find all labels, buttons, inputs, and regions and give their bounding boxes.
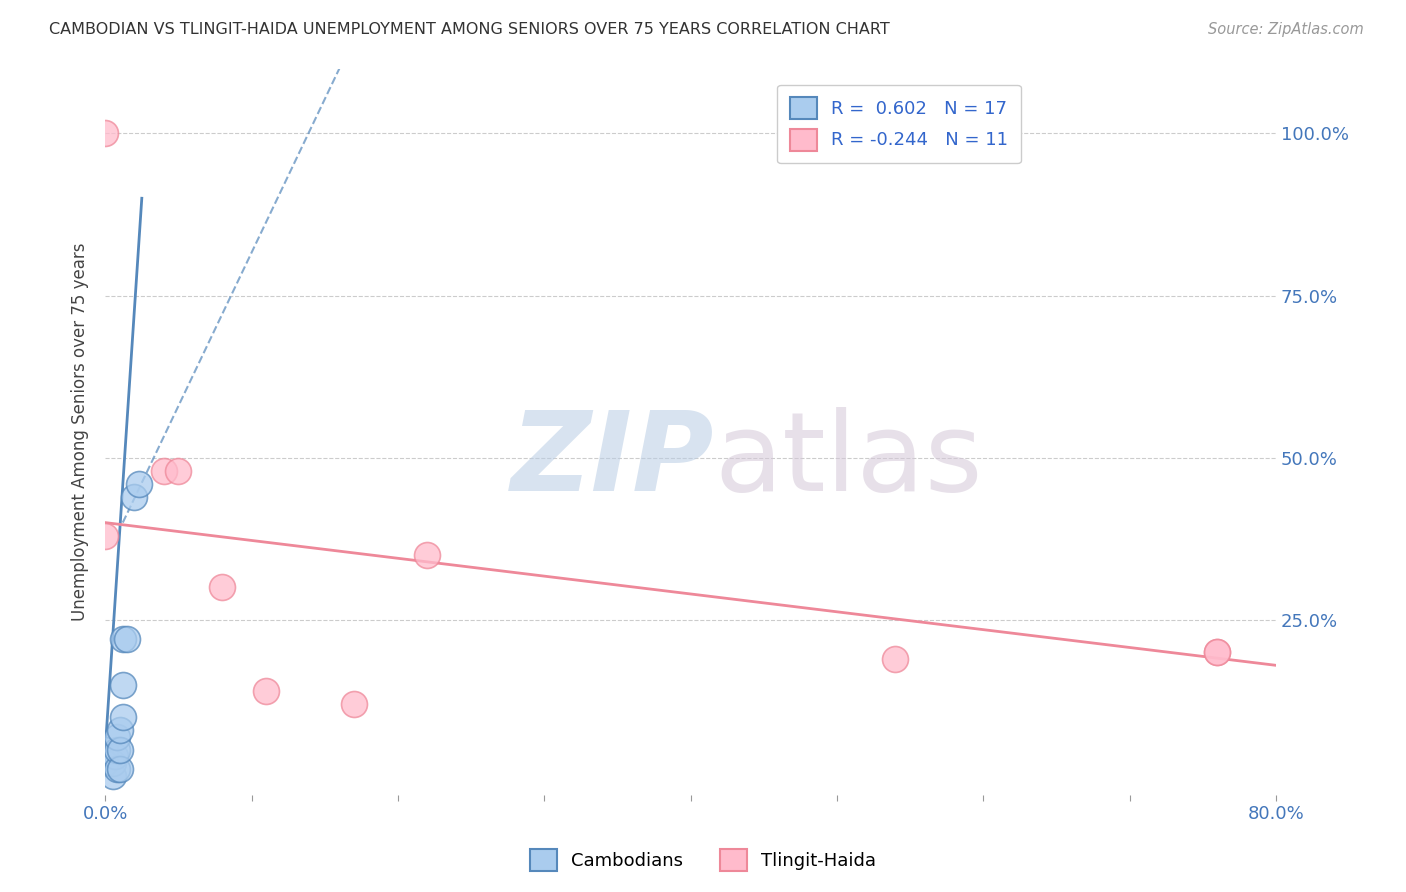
Point xyxy=(884,652,907,666)
Y-axis label: Unemployment Among Seniors over 75 years: Unemployment Among Seniors over 75 years xyxy=(72,243,89,621)
Point xyxy=(167,464,190,478)
Point xyxy=(128,476,150,491)
Point xyxy=(416,548,439,562)
Point xyxy=(105,730,128,744)
Text: Source: ZipAtlas.com: Source: ZipAtlas.com xyxy=(1208,22,1364,37)
Point xyxy=(111,710,134,724)
Point xyxy=(115,632,138,647)
Point xyxy=(111,632,134,647)
Point xyxy=(1206,645,1229,659)
Point xyxy=(101,769,124,783)
Legend: R =  0.602   N = 17, R = -0.244   N = 11: R = 0.602 N = 17, R = -0.244 N = 11 xyxy=(778,85,1021,163)
Point xyxy=(152,464,174,478)
Point xyxy=(254,684,277,698)
Point xyxy=(211,581,233,595)
Point xyxy=(108,762,131,776)
Text: atlas: atlas xyxy=(714,408,983,515)
Point xyxy=(343,698,366,712)
Point xyxy=(111,678,134,692)
Legend: Cambodians, Tlingit-Haida: Cambodians, Tlingit-Haida xyxy=(523,842,883,879)
Point xyxy=(94,528,117,542)
Point xyxy=(1206,645,1229,659)
Point xyxy=(108,723,131,738)
Point xyxy=(124,490,146,504)
Point xyxy=(105,762,128,776)
Point xyxy=(105,742,128,756)
Point xyxy=(94,127,117,141)
Point xyxy=(94,756,117,770)
Text: ZIP: ZIP xyxy=(510,408,714,515)
Point xyxy=(94,742,117,756)
Text: CAMBODIAN VS TLINGIT-HAIDA UNEMPLOYMENT AMONG SENIORS OVER 75 YEARS CORRELATION : CAMBODIAN VS TLINGIT-HAIDA UNEMPLOYMENT … xyxy=(49,22,890,37)
Point xyxy=(104,749,127,764)
Point xyxy=(108,742,131,756)
Point xyxy=(101,756,124,770)
